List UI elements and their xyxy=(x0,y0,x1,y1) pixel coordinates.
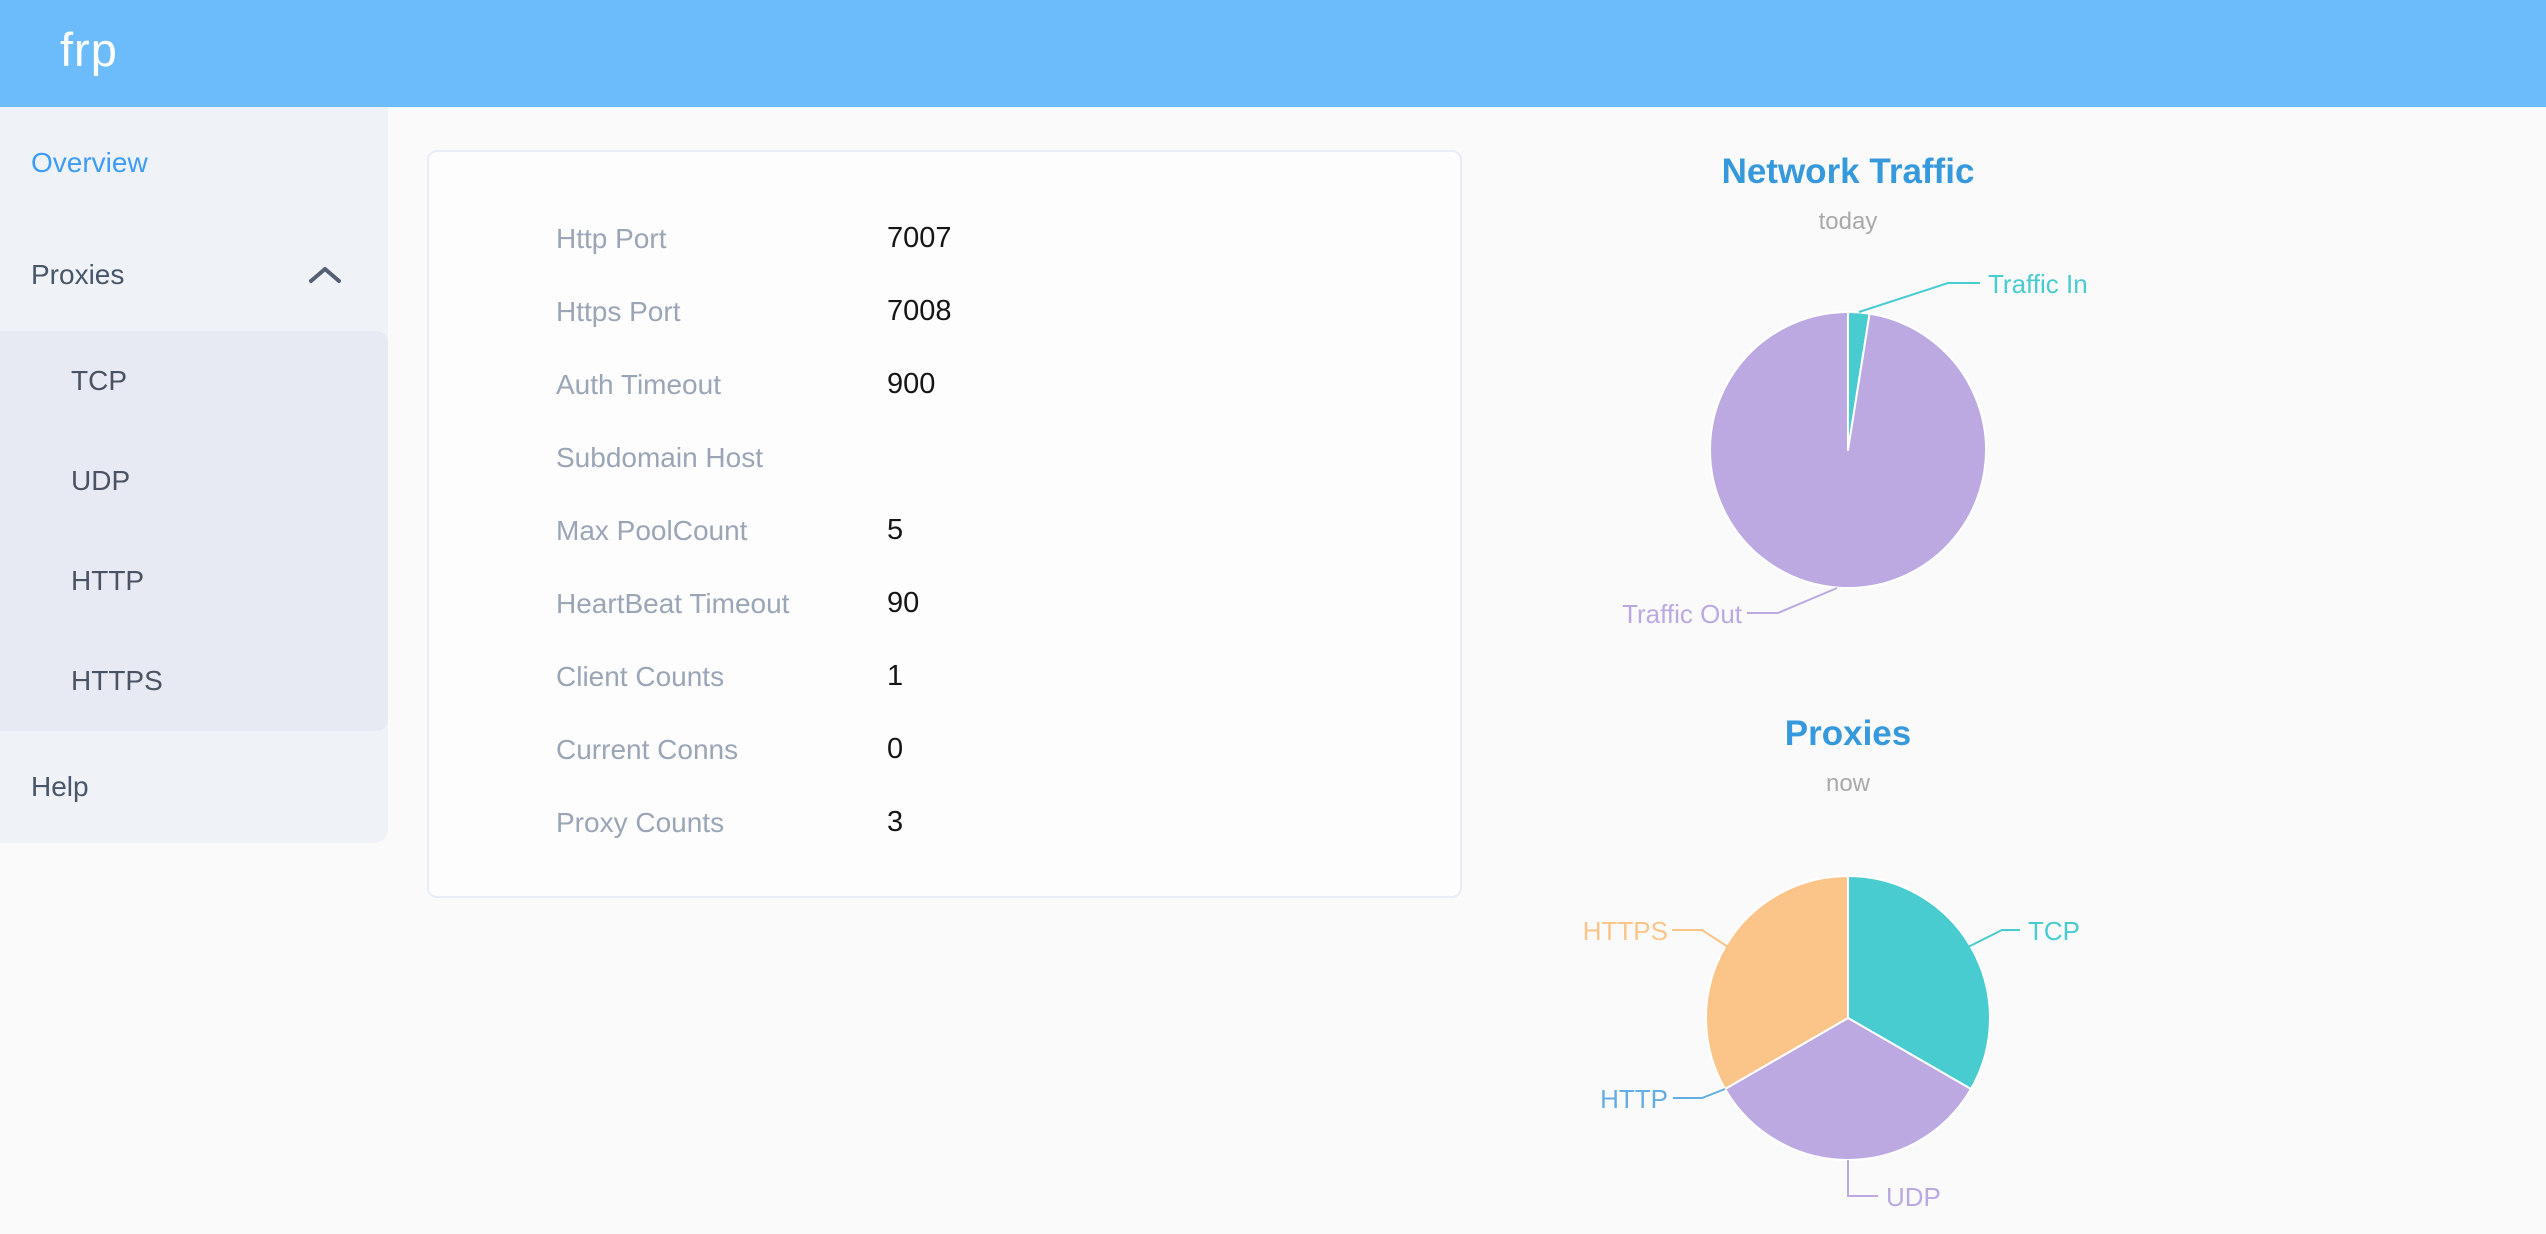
top-header-bar: frp xyxy=(0,0,2546,107)
info-label: Max PoolCount xyxy=(556,514,748,546)
pie-label-http[interactable]: HTTP xyxy=(1600,1084,1668,1114)
label-line-http xyxy=(1673,1088,1726,1099)
chart-title: Proxies xyxy=(1784,714,1912,753)
proxies-submenu: TCP UDP HTTP HTTPS xyxy=(0,331,388,731)
pie-label-https[interactable]: HTTPS xyxy=(1582,916,1668,946)
label-line-traffic-out xyxy=(1747,587,1838,614)
sidebar-item-label: HTTP xyxy=(71,565,145,596)
info-label: Current Conns xyxy=(556,733,739,765)
pie-slice-tcp[interactable] xyxy=(1847,875,1991,1090)
pie-slice-traffic-out[interactable] xyxy=(1709,311,1987,589)
info-value: 7007 xyxy=(887,222,952,254)
info-value: 90 xyxy=(887,587,920,619)
info-row-https-port: Https Port 7008 xyxy=(429,275,1460,348)
pie-label-traffic-in[interactable]: Traffic In xyxy=(1988,269,2088,299)
info-label: Client Counts xyxy=(556,660,725,692)
sidebar-item-https[interactable]: HTTPS xyxy=(0,631,388,731)
sidebar-item-label: Overview xyxy=(31,147,148,178)
info-row-heartbeat-timeout: HeartBeat Timeout 90 xyxy=(429,567,1460,640)
info-row-http-port: Http Port 7007 xyxy=(429,202,1460,275)
chart-title: Network Traffic xyxy=(1721,152,1975,191)
sidebar-item-overview[interactable]: Overview xyxy=(0,107,388,219)
sidebar-item-label: TCP xyxy=(71,365,127,396)
sidebar-nav: Overview Proxies TCP UDP HTTP HTTPS Help xyxy=(0,107,388,843)
app-logo: frp xyxy=(60,23,118,76)
pie-label-tcp[interactable]: TCP xyxy=(2028,916,2080,946)
sidebar-item-tcp[interactable]: TCP xyxy=(0,331,388,431)
info-value: 900 xyxy=(887,368,936,400)
chevron-up-icon xyxy=(309,267,341,283)
sidebar-item-udp[interactable]: UDP xyxy=(0,431,388,531)
chart-subtitle: today xyxy=(1818,208,1878,235)
label-line-https xyxy=(1672,929,1729,948)
label-line-traffic-in xyxy=(1858,282,1980,313)
sidebar-item-http[interactable]: HTTP xyxy=(0,531,388,631)
info-label: Https Port xyxy=(556,295,681,327)
chart-subtitle: now xyxy=(1825,770,1871,797)
proxies-chart-header: Proxies now xyxy=(1548,714,2148,798)
sidebar-item-proxies[interactable]: Proxies xyxy=(0,219,388,331)
pie-slice-https[interactable] xyxy=(1705,875,1849,1090)
label-line-tcp xyxy=(1967,929,2020,948)
info-value: 0 xyxy=(887,733,904,765)
network-traffic-chart-header: Network Traffic today xyxy=(1548,152,2148,236)
info-value: 1 xyxy=(887,660,904,692)
label-line-udp xyxy=(1847,1160,1878,1197)
info-label: Subdomain Host xyxy=(556,441,764,473)
info-label: Auth Timeout xyxy=(556,368,721,400)
sidebar-item-label: Proxies xyxy=(31,259,125,290)
sidebar-item-label: Help xyxy=(31,771,89,802)
sidebar-item-label: UDP xyxy=(71,465,131,496)
info-row-proxy-counts: Proxy Counts 3 xyxy=(429,786,1460,859)
pie-label-udp[interactable]: UDP xyxy=(1886,1182,1941,1212)
info-label: HeartBeat Timeout xyxy=(556,587,790,619)
info-label: Http Port xyxy=(556,222,667,254)
sidebar-item-label: HTTPS xyxy=(71,665,163,696)
info-row-subdomain-host: Subdomain Host xyxy=(429,421,1460,494)
info-row-client-counts: Client Counts 1 xyxy=(429,640,1460,713)
info-row-auth-timeout: Auth Timeout 900 xyxy=(429,348,1460,421)
info-value: 3 xyxy=(887,806,904,838)
info-row-max-poolcount: Max PoolCount 5 xyxy=(429,494,1460,567)
server-info-card: Http Port 7007 Https Port 7008 Auth Timeou… xyxy=(427,150,1462,898)
sidebar-item-help[interactable]: Help xyxy=(0,731,388,843)
info-label: Proxy Counts xyxy=(556,806,725,838)
info-value: 5 xyxy=(887,514,904,546)
info-value: 7008 xyxy=(887,295,952,327)
pie-label-traffic-out[interactable]: Traffic Out xyxy=(1622,599,1742,629)
info-row-current-conns: Current Conns 0 xyxy=(429,713,1460,786)
